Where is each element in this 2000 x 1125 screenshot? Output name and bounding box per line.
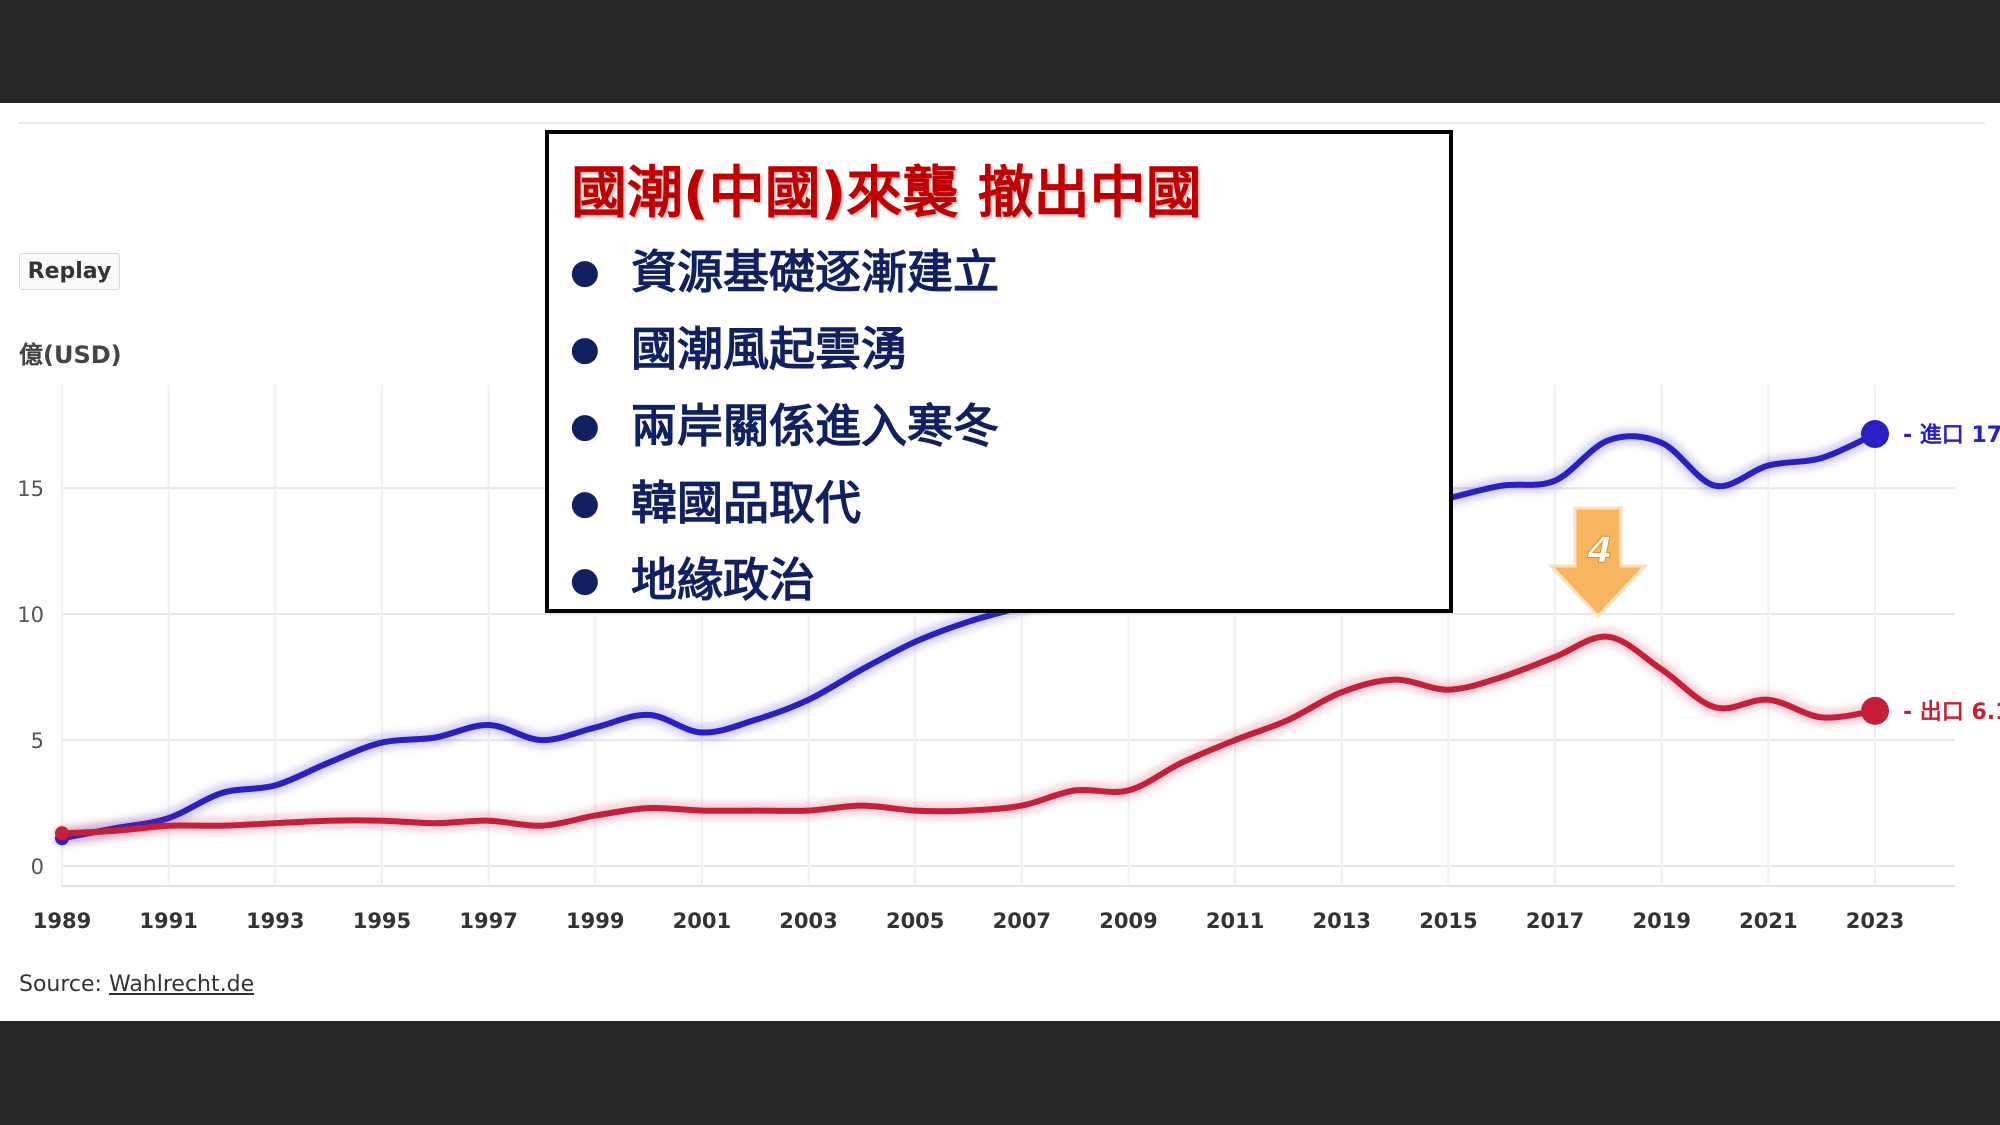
x-tick-label: 2011: [1206, 909, 1264, 933]
x-tick-label: 1999: [566, 909, 624, 933]
y-tick-label: 15: [17, 477, 44, 501]
bullet-icon: ●: [570, 406, 600, 446]
callout-item-text: 地緣政治: [631, 553, 815, 607]
source-link[interactable]: Wahlrecht.de: [108, 972, 255, 997]
x-tick-label: 1995: [353, 909, 411, 933]
callout-item-text: 國潮風起雲湧: [631, 322, 907, 376]
bullet-icon: ●: [570, 329, 600, 369]
replay-button[interactable]: Replay: [19, 253, 120, 290]
x-tick-label: 2009: [1099, 909, 1157, 933]
callout-item-text: 資源基礎逐漸建立: [631, 245, 999, 299]
source-prefix: Source:: [19, 972, 109, 997]
bullet-icon: ●: [570, 560, 600, 600]
down-arrow-icon: [1547, 506, 1649, 619]
x-tick-label: 2013: [1313, 909, 1371, 933]
x-tick-label: 2021: [1739, 909, 1797, 933]
x-tick-label: 2017: [1526, 909, 1584, 933]
x-tick-label: 2001: [673, 909, 731, 933]
series-end-point-export: [1861, 696, 1890, 725]
x-tick-label: 1997: [459, 909, 517, 933]
bullet-icon: ●: [570, 483, 600, 523]
x-tick-label: 1991: [139, 909, 197, 933]
series-glow-export: [55, 629, 1882, 841]
x-tick-label: 2019: [1632, 909, 1690, 933]
x-tick-label: 1993: [246, 909, 304, 933]
callout-item-text: 韓國品取代: [631, 476, 861, 530]
series-end-label-import: - 進口 17.15: [1903, 423, 2000, 448]
y-tick-label: 0: [31, 855, 44, 879]
series-end-label-export: - 出口 6.16: [1903, 700, 2000, 725]
y-tick-label: 10: [17, 603, 44, 627]
series-line-export: [59, 633, 1878, 837]
y-tick-label: 5: [31, 729, 44, 753]
x-tick-label: 2023: [1846, 909, 1904, 933]
x-tick-label: 1989: [33, 909, 91, 933]
bullet-icon: ●: [570, 252, 600, 292]
series-line-import: [59, 431, 1878, 842]
callout-list: ● 資源基礎逐漸建立 ● 國潮風起雲湧 ● 兩岸關係進入寒冬 ● 韓國品取代 ● 地緣政治: [549, 234, 999, 619]
callout-item: ● 資源基礎逐漸建立: [549, 234, 999, 311]
callout-item-text: 兩岸關係進入寒冬: [631, 399, 999, 453]
callout-title: 國潮(中國)來襲 撤出中國: [571, 161, 1202, 226]
series-start-point-export: [55, 826, 69, 841]
x-tick-label: 2005: [886, 909, 944, 933]
y-axis-unit-label: 億(USD): [19, 341, 122, 369]
x-tick-label: 2003: [779, 909, 837, 933]
arrow-label: 4: [1586, 530, 1612, 571]
callout-item: ● 韓國品取代: [549, 465, 999, 542]
callout-item: ● 地緣政治: [549, 542, 999, 619]
x-tick-label: 2007: [993, 909, 1051, 933]
callout-item: ● 國潮風起雲湧: [549, 311, 999, 388]
source-line: Source: Wahlrecht.de: [19, 972, 254, 997]
callout-box: 國潮(中國)來襲 撤出中國 ● 資源基礎逐漸建立 ● 國潮風起雲湧 ● 兩岸關係進入寒…: [545, 130, 1453, 613]
series-end-point-import: [1861, 420, 1890, 449]
callout-item: ● 兩岸關係進入寒冬: [549, 388, 999, 465]
x-tick-label: 2015: [1419, 909, 1477, 933]
